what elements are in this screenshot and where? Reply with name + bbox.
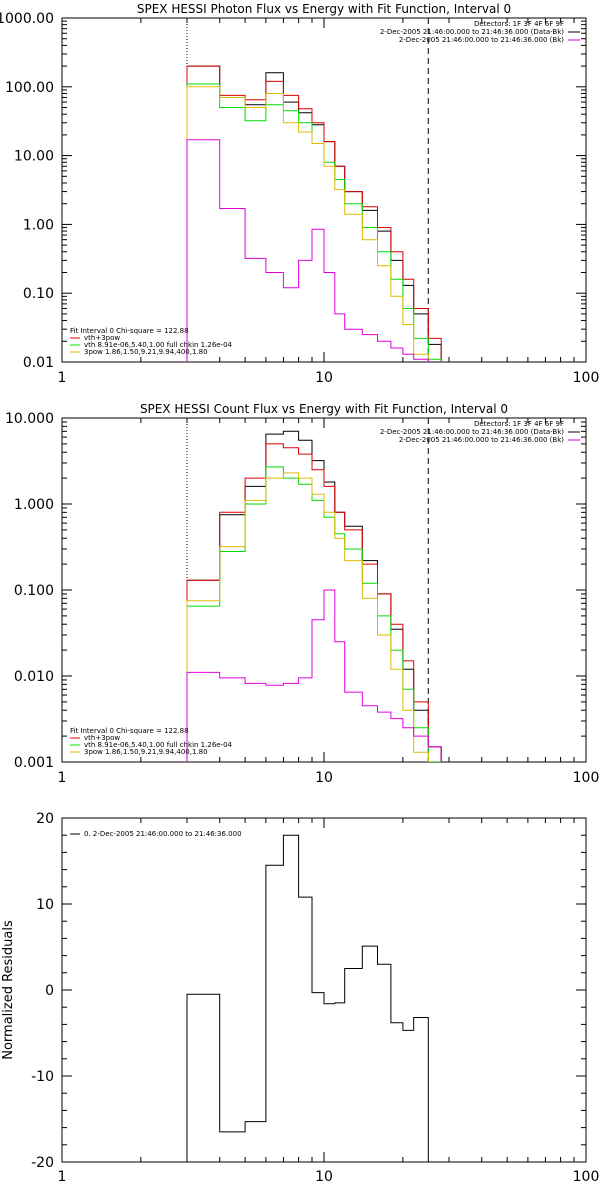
y-tick-label: 1000.00 — [0, 11, 54, 27]
y-tick-label: 0.010 — [14, 669, 54, 685]
y-tick-label: 0.001 — [14, 755, 54, 771]
series-line-3 — [186, 472, 429, 762]
series-line-4 — [186, 589, 442, 762]
header-text: Detectors: 1F 3F 4F 6F 9F — [474, 420, 564, 428]
header-text: Detectors: 1F 3F 4F 6F 9F — [474, 20, 564, 28]
series-line-1 — [186, 65, 442, 362]
legend-text: 0. 2-Dec-2005 21:46:00.000 to 21:46:36.0… — [84, 830, 242, 838]
y-tick-label: 1.00 — [23, 217, 54, 233]
x-tick-label: 1 — [58, 770, 67, 786]
y-tick-label: 0.100 — [14, 583, 54, 599]
y-tick-label: 0.01 — [23, 355, 54, 371]
y-tick-label: -10 — [31, 1069, 54, 1085]
x-tick-label: 10 — [315, 770, 333, 786]
y-tick-label: 0.10 — [23, 286, 54, 302]
y-axis-title: Normalized Residuals — [1, 920, 16, 1060]
series-line-4 — [186, 139, 429, 362]
legend-text: Fit Interval 0 Chi-square = 122.88 — [70, 327, 189, 335]
photon-flux-panel: SPEX HESSI Photon Flux vs Energy with Fi… — [0, 2, 599, 386]
x-tick-label: 10 — [315, 370, 333, 386]
plot-frame — [61, 817, 587, 1163]
header-text: 2-Dec-2005 21:46:00.000 to 21:46:36.000 … — [380, 28, 564, 36]
x-tick-label: 1 — [58, 370, 67, 386]
y-tick-label: 100.00 — [5, 80, 54, 96]
series-line-1 — [186, 443, 442, 762]
x-tick-label: 100 — [573, 1169, 600, 1185]
header-text: 2-Dec-2005 21:46:00.000 to 21:46:36.000 … — [380, 428, 564, 436]
legend-text: vth 8.91e-06,5.40,1.00 full chkin 1.26e-… — [84, 341, 233, 349]
header-text: 2-Dec-2005 21:46:00.000 to 21:46:36.000 … — [399, 436, 564, 444]
y-tick-label: 20 — [36, 811, 54, 827]
y-tick-label: 0 — [45, 983, 54, 999]
chart-title: SPEX HESSI Count Flux vs Energy with Fit… — [140, 402, 508, 416]
chart-title: SPEX HESSI Photon Flux vs Energy with Fi… — [137, 2, 511, 16]
residuals-panel: 1 10 100 -20 -10 0 10 20 Normalized Residuals 0. … — [1, 811, 599, 1185]
legend-text: vth+3pow — [84, 734, 120, 742]
y-tick-label: -20 — [31, 1155, 54, 1171]
series-line-0 — [186, 834, 429, 1162]
legend-text: 3pow 1.86,1.50,9.21,9.94,400,1.80 — [84, 348, 208, 356]
x-tick-label: 1 — [58, 1169, 67, 1185]
y-tick-label: 1.000 — [14, 497, 54, 513]
count-flux-panel: SPEX HESSI Count Flux vs Energy with Fit… — [5, 402, 600, 786]
series-line-0 — [186, 430, 442, 762]
y-tick-label: 10 — [36, 897, 54, 913]
series-line-3 — [186, 86, 429, 362]
legend-text: Fit Interval 0 Chi-square = 122.88 — [70, 727, 189, 735]
y-tick-label: 10.000 — [5, 411, 54, 427]
legend-text: vth+3pow — [84, 334, 120, 342]
legend-text: 3pow 1.86,1.50,9.21,9.94,400,1.80 — [84, 748, 208, 756]
plot-frame — [61, 17, 587, 363]
legend-text: vth 8.91e-06,5.40,1.00 full chkin 1.26e-… — [84, 741, 233, 749]
x-tick-label: 10 — [315, 1169, 333, 1185]
x-tick-label: 100 — [573, 770, 600, 786]
y-tick-label: 10.00 — [14, 149, 54, 165]
x-tick-label: 100 — [573, 370, 600, 386]
header-text: 2-Dec-2005 21:46:00.000 to 21:46:36.000 … — [399, 36, 564, 44]
